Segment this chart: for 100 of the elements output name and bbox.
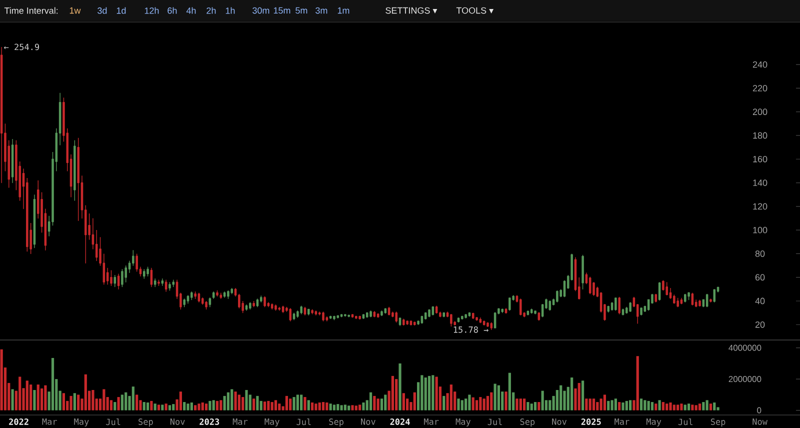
candlestick xyxy=(588,276,592,294)
candlestick xyxy=(508,297,511,311)
candlestick xyxy=(348,314,350,318)
candlestick xyxy=(370,310,372,318)
bar xyxy=(124,392,128,410)
bar xyxy=(622,402,624,410)
bar xyxy=(592,398,596,410)
bar xyxy=(618,402,621,410)
candlestick xyxy=(376,313,380,318)
bar xyxy=(460,400,464,410)
bar xyxy=(391,376,394,410)
bar xyxy=(314,404,318,410)
candlestick xyxy=(77,138,80,221)
candlestick xyxy=(245,304,248,311)
bar xyxy=(348,406,350,410)
candlestick xyxy=(710,298,712,303)
text: 3m xyxy=(316,7,328,14)
bar xyxy=(110,400,113,410)
annotation: 15.78 → xyxy=(454,326,488,333)
candlestick xyxy=(476,316,478,321)
candlestick xyxy=(117,273,120,290)
x-tick-label: May xyxy=(74,418,89,426)
x-tick-label: Sep xyxy=(138,418,153,427)
bar xyxy=(190,402,193,410)
bar xyxy=(274,400,278,410)
x-tick-label: Nov xyxy=(361,418,376,425)
x-tick-label: May xyxy=(264,418,280,426)
candlestick xyxy=(468,312,471,317)
bar xyxy=(494,384,496,410)
candlestick xyxy=(464,314,467,318)
bar xyxy=(117,397,120,410)
bar xyxy=(300,394,303,410)
bar xyxy=(376,398,380,410)
bar xyxy=(369,392,372,410)
bar xyxy=(472,397,474,410)
bar xyxy=(508,372,511,410)
x-tick-label: Mar xyxy=(232,418,248,425)
bar xyxy=(457,398,460,410)
candlestick xyxy=(198,292,200,303)
candlestick xyxy=(450,314,452,327)
candlestick xyxy=(713,288,716,303)
candlestick xyxy=(610,302,614,311)
bar xyxy=(92,390,94,410)
candlestick xyxy=(548,300,552,311)
bar xyxy=(204,404,208,410)
bar xyxy=(644,400,646,410)
bar xyxy=(84,374,87,410)
candlestick xyxy=(482,320,486,326)
candlestick xyxy=(472,312,474,320)
bar xyxy=(194,405,197,410)
bar xyxy=(132,386,134,410)
bar xyxy=(672,404,676,410)
bar xyxy=(625,400,628,410)
bar xyxy=(230,389,234,410)
bar xyxy=(650,402,654,410)
candlestick xyxy=(538,312,540,321)
candlestick xyxy=(461,315,464,320)
x-tick-label: Now xyxy=(752,418,768,425)
x-tick-label: 2023 xyxy=(200,418,220,425)
bar xyxy=(136,394,138,410)
x-tick-label: Sep xyxy=(329,418,344,427)
bar xyxy=(709,404,712,410)
candlestick xyxy=(227,290,230,299)
bar xyxy=(669,402,672,410)
bar xyxy=(475,400,478,410)
bar xyxy=(307,400,310,410)
text: Time Interval: xyxy=(4,7,58,14)
y-tick-label: 240 xyxy=(752,61,768,68)
x-tick-label: Sep xyxy=(710,418,726,427)
bar xyxy=(380,398,384,410)
bar xyxy=(526,402,530,410)
candlestick xyxy=(417,320,420,325)
bar xyxy=(208,400,212,410)
bar xyxy=(666,404,668,410)
bar xyxy=(541,390,544,410)
bar xyxy=(238,394,240,410)
x-tick-label: Nov xyxy=(170,418,185,425)
candlestick xyxy=(344,314,346,317)
bar xyxy=(519,398,522,410)
candlestick xyxy=(534,310,536,314)
candlestick xyxy=(526,310,530,316)
bar xyxy=(581,380,584,410)
bar xyxy=(234,392,237,410)
candlestick xyxy=(164,279,168,292)
candlestick xyxy=(520,298,522,316)
bar xyxy=(713,402,716,410)
candlestick xyxy=(395,311,398,323)
bar xyxy=(186,404,190,410)
y-tick-label: 20 xyxy=(755,321,765,328)
candlestick xyxy=(479,317,482,324)
bar xyxy=(614,398,617,410)
bar xyxy=(216,400,219,410)
y-tick-label: 200 xyxy=(752,108,768,116)
bar xyxy=(322,402,325,410)
candlestick xyxy=(457,317,460,323)
bar xyxy=(0,349,3,410)
candlestick xyxy=(676,298,679,308)
bar xyxy=(120,394,124,410)
bar xyxy=(289,398,292,410)
x-tick-label: Jul xyxy=(488,418,502,426)
